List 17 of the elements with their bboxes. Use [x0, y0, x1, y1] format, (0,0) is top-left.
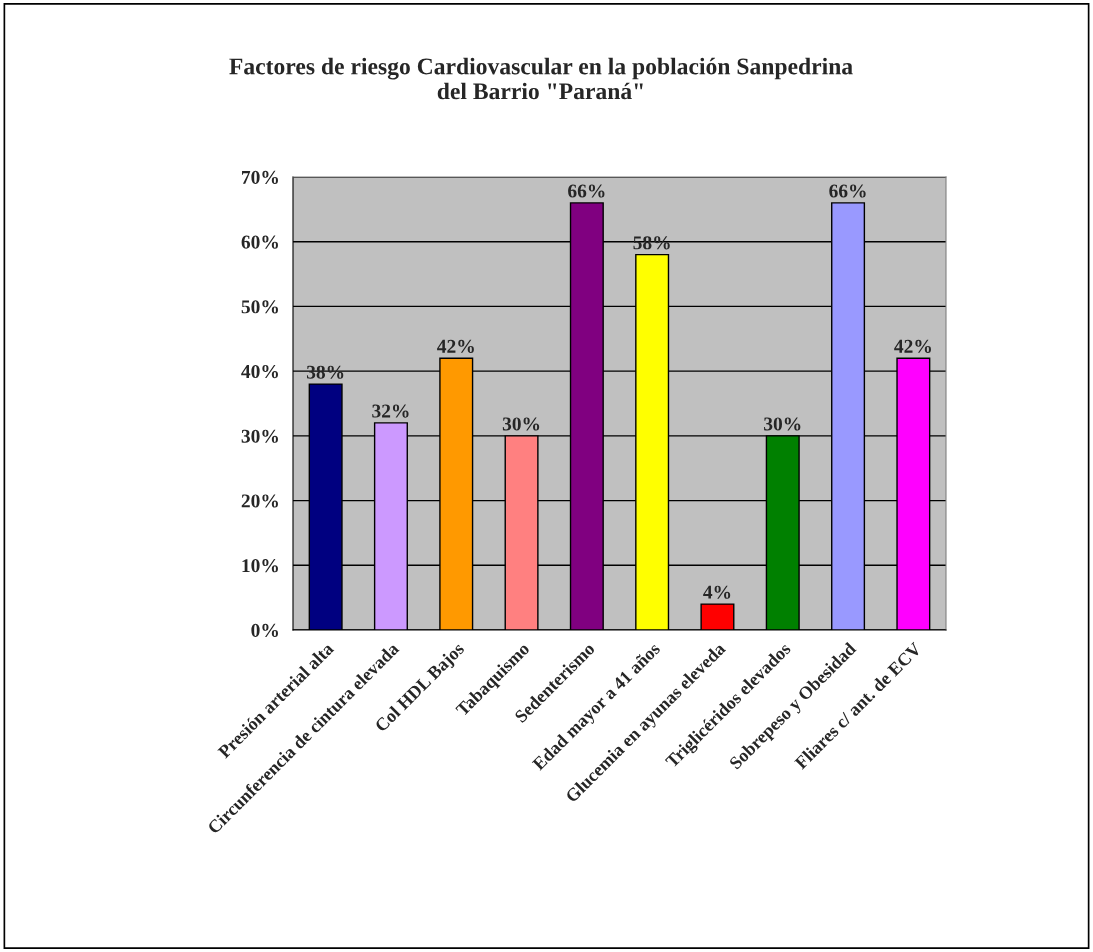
y-tick-label: 40% — [241, 364, 278, 379]
data-label: 4% — [703, 585, 731, 599]
data-label: 42% — [894, 339, 931, 353]
data-label: 32% — [372, 404, 409, 418]
y-tick-label: 50% — [241, 300, 278, 314]
data-label: 66% — [829, 184, 866, 198]
y-tick-label: 60% — [241, 235, 278, 249]
data-label: 42% — [437, 339, 474, 353]
y-tick-label: 30% — [241, 429, 278, 443]
y-tick-label: 70% — [242, 170, 278, 184]
chart-title: Factores de riesgo Cardiovascular en la población Sanpedrina del Barrio "Paraná" — [229, 57, 853, 100]
data-label: 66% — [568, 184, 605, 198]
y-tick-label: 20% — [241, 494, 278, 508]
y-tick-label: 10% — [242, 559, 278, 573]
y-tick-label: 0% — [251, 623, 278, 637]
data-label: 30% — [502, 417, 540, 431]
data-label: 30% — [764, 417, 801, 431]
